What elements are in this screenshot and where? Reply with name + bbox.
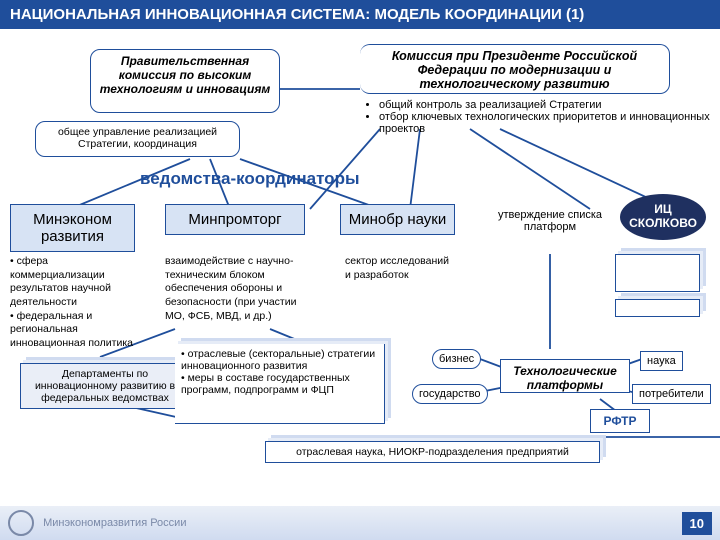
tech-platforms-box: Технологические платформы <box>500 359 630 393</box>
departments-box: Департаменты по инновационному развитию … <box>20 363 190 409</box>
rftr-box: РФТР <box>590 409 650 433</box>
bullet-1: общий контроль за реализацией Стратегии <box>379 99 710 111</box>
coordinators-label: ведомства-координаторы <box>140 169 359 189</box>
stakeholder-science: наука <box>640 351 683 371</box>
skolkovo-oval: ИЦ СКОЛКОВО <box>620 194 706 240</box>
gov-commission-sub: общее управление реализацией Стратегии, … <box>35 121 240 157</box>
diagram-stage: Правительственная комиссия по высоким те… <box>0 29 720 509</box>
ministry-econ-desc: • сфера коммерциализации результатов нау… <box>10 255 140 350</box>
bullet-2: отбор ключевых технологических приоритет… <box>379 111 710 135</box>
skolkovo-stack-1 <box>615 254 700 292</box>
slide-title: НАЦИОНАЛЬНАЯ ИННОВАЦИОННАЯ СИСТЕМА: МОДЕ… <box>0 0 720 29</box>
sector-science-box: отраслевая наука, НИОКР-подразделения пр… <box>265 441 600 463</box>
stakeholder-business: бизнес <box>432 349 481 369</box>
ministry-prom: Минпромторг <box>165 204 305 235</box>
approve-label: утверждение списка платформ <box>490 209 610 233</box>
page-number: 10 <box>682 512 712 535</box>
president-commission-bullets: общий контроль за реализацией Стратегии … <box>365 99 710 135</box>
skolkovo-stack-2 <box>615 299 700 317</box>
ministry-edu: Минобр науки <box>340 204 455 235</box>
emblem-icon <box>8 510 34 536</box>
gov-commission-box: Правительственная комиссия по высоким те… <box>90 49 280 113</box>
ministry-econ: Минэконом развития <box>10 204 135 252</box>
footer-bar: Минэкономразвития России 10 <box>0 506 720 540</box>
president-commission-box: Комиссия при Президенте Российской Федер… <box>360 44 670 94</box>
stakeholder-government: государство <box>412 384 488 404</box>
footer-text: Минэкономразвития России <box>43 517 186 529</box>
footer-left: Минэкономразвития России <box>8 510 186 536</box>
stakeholder-consumers: потребители <box>632 384 711 404</box>
strategies-box: • отраслевые (секторальные) стратегии ин… <box>175 344 385 424</box>
ministry-edu-desc: сектор исследований и разработок <box>345 255 455 282</box>
ministry-prom-desc: взаимодействие с научно-техническим блок… <box>165 255 305 323</box>
